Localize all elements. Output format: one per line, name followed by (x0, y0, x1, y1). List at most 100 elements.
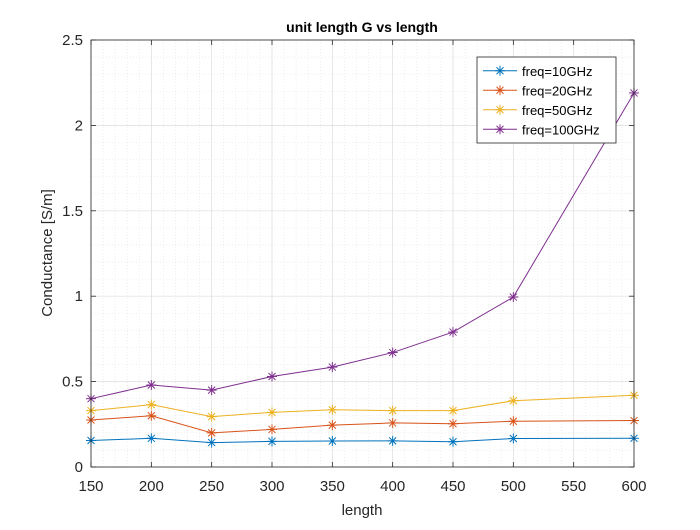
data-point (206, 411, 217, 422)
data-point (387, 405, 398, 416)
data-point (327, 362, 338, 373)
data-point (267, 436, 277, 447)
marker-stroke (268, 408, 276, 417)
x-tick-label: 200 (139, 478, 164, 495)
marker-stroke (268, 437, 276, 446)
x-tick-label: 350 (320, 478, 345, 495)
marker-stroke (388, 406, 397, 415)
data-point (508, 416, 519, 427)
legend-marker (495, 104, 505, 115)
data-point (146, 433, 157, 444)
marker-stroke (388, 437, 397, 445)
data-point (146, 410, 157, 421)
y-tick-label: 0.5 (62, 374, 83, 391)
legend: freq=10GHz freq=20GHz freq=50GHz freq=100GH… (476, 56, 617, 144)
x-tick-label: 550 (561, 478, 586, 495)
data-point (387, 435, 398, 446)
data-point (267, 371, 277, 382)
marker-stroke (449, 419, 457, 428)
y-tick-label: 2.5 (62, 32, 83, 49)
y-tick-label: 2 (75, 117, 83, 134)
x-tick-label: 300 (259, 478, 284, 495)
data-point (146, 380, 157, 391)
marker-stroke (268, 372, 276, 381)
marker-stroke (496, 125, 504, 134)
series-4 (86, 87, 639, 404)
legend-label: freq=10GHz (522, 64, 592, 79)
legend-marker (495, 124, 505, 135)
legend-marker (495, 65, 505, 76)
data-point (387, 347, 398, 358)
x-tick-label: 150 (78, 478, 103, 495)
data-point (387, 417, 398, 428)
data-point (206, 385, 217, 396)
data-point (267, 424, 277, 435)
y-tick-label: 0 (75, 459, 83, 476)
marker-stroke (207, 386, 216, 394)
data-point (448, 436, 458, 447)
data-point (327, 420, 338, 431)
legend-item: freq=50GHz (483, 103, 592, 118)
marker-stroke (328, 421, 337, 430)
marker-stroke (147, 411, 156, 420)
data-point (206, 437, 217, 448)
x-tick-label: 400 (380, 478, 405, 495)
data-point (327, 436, 338, 447)
legend-marker (495, 85, 505, 96)
marker-stroke (449, 328, 457, 336)
legend-label: freq=20GHz (522, 83, 592, 98)
marker-stroke (496, 105, 504, 114)
legend-item: freq=10GHz (483, 64, 592, 79)
data-point (448, 418, 458, 429)
marker-stroke (207, 412, 216, 421)
data-point (146, 399, 157, 410)
marker-stroke (328, 437, 337, 445)
data-point (448, 405, 458, 416)
marker-stroke (509, 434, 518, 443)
x-tick-label: 600 (621, 478, 646, 495)
data-point (508, 433, 519, 444)
marker-stroke (496, 86, 504, 95)
marker-stroke (496, 66, 504, 75)
y-tick-label: 1 (75, 288, 83, 305)
legend-item: freq=20GHz (483, 83, 592, 98)
marker-stroke (449, 437, 457, 446)
data-point (508, 292, 519, 303)
marker-stroke (207, 428, 216, 437)
marker-stroke (388, 419, 397, 427)
data-point (448, 327, 458, 338)
marker-stroke (449, 406, 457, 415)
marker-stroke (147, 400, 156, 409)
x-axis-label: length (342, 502, 383, 519)
data-point (327, 404, 338, 415)
legend-item: freq=100GHz (483, 122, 600, 137)
minor-grid (91, 40, 634, 467)
legend-label: freq=50GHz (522, 103, 592, 118)
series-layer (86, 87, 639, 448)
marker-stroke (207, 438, 216, 447)
marker-stroke (328, 405, 337, 414)
legend-label: freq=100GHz (522, 122, 600, 137)
x-tick-label: 450 (440, 478, 465, 495)
data-point (206, 427, 217, 438)
tick-labels: 150 200 250 300 350 400 450 500 550 600 0 0.5 1 1.5 2 2… (62, 32, 646, 495)
marker-stroke (509, 417, 518, 426)
marker-stroke (268, 425, 276, 434)
y-tick-label: 1.5 (62, 203, 83, 220)
marker-stroke (147, 381, 156, 389)
series-3 (86, 390, 639, 422)
marker-stroke (509, 396, 518, 405)
marker-stroke (147, 434, 156, 443)
marker-stroke (509, 293, 518, 301)
x-tick-label: 250 (199, 478, 224, 495)
plot-frame (90, 39, 635, 468)
y-axis-label: Conductance [S/m] (39, 189, 56, 317)
marker-stroke (388, 348, 397, 357)
axis-ticks (90, 39, 635, 468)
data-point (508, 395, 519, 406)
data-point (267, 407, 277, 418)
series-1 (86, 433, 639, 448)
chart-title: unit length G vs length (286, 19, 438, 35)
